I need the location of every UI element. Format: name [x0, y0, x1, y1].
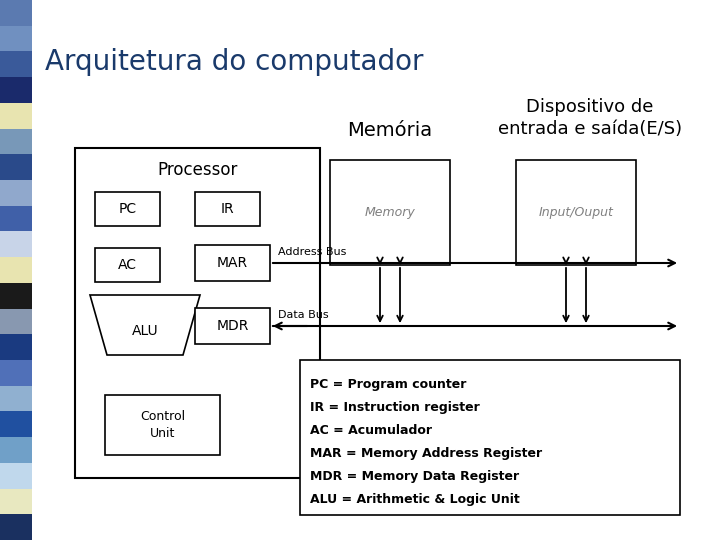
Bar	[0, 437, 32, 463]
Text: PC: PC	[118, 202, 137, 216]
Text: Control
Unit: Control Unit	[140, 410, 185, 440]
Bar	[0, 103, 32, 129]
Bar	[0, 514, 32, 540]
Text: MAR = Memory Address Register: MAR = Memory Address Register	[310, 447, 542, 460]
Bar	[300, 360, 680, 515]
Bar	[330, 160, 450, 265]
Bar	[95, 192, 160, 226]
Bar	[0, 232, 32, 257]
Bar	[0, 489, 32, 514]
Text: Processor: Processor	[157, 161, 238, 179]
Text: ALU = Arithmetic & Logic Unit: ALU = Arithmetic & Logic Unit	[310, 493, 520, 506]
Bar	[0, 0, 32, 26]
Bar	[0, 360, 32, 386]
Bar	[195, 192, 260, 226]
Bar	[105, 395, 220, 455]
Bar	[0, 26, 32, 51]
Text: MDR: MDR	[216, 319, 248, 333]
Text: MAR: MAR	[217, 256, 248, 270]
Bar	[0, 463, 32, 489]
Bar	[75, 148, 320, 478]
Text: PC = Program counter: PC = Program counter	[310, 378, 467, 391]
Text: AC: AC	[118, 258, 137, 272]
Text: Dispositivo de
entrada e saída(E/S): Dispositivo de entrada e saída(E/S)	[498, 98, 682, 138]
Text: AC = Acumulador: AC = Acumulador	[310, 424, 432, 437]
Text: IR = Instruction register: IR = Instruction register	[310, 401, 480, 414]
Bar	[0, 334, 32, 360]
Bar	[0, 180, 32, 206]
Bar	[0, 154, 32, 180]
Bar	[195, 245, 270, 281]
Text: Input/Ouput: Input/Ouput	[539, 206, 613, 219]
Text: ALU: ALU	[132, 324, 158, 338]
Bar	[0, 283, 32, 308]
Polygon shape	[90, 295, 200, 355]
Bar	[0, 129, 32, 154]
Bar	[516, 160, 636, 265]
Bar	[0, 411, 32, 437]
Bar	[0, 257, 32, 283]
Bar	[0, 308, 32, 334]
Text: Data Bus: Data Bus	[278, 310, 328, 320]
Bar	[195, 308, 270, 344]
Bar	[0, 77, 32, 103]
Text: MDR = Memory Data Register: MDR = Memory Data Register	[310, 470, 519, 483]
Bar	[95, 248, 160, 282]
Bar	[0, 386, 32, 411]
Text: Arquitetura do computador: Arquitetura do computador	[45, 48, 423, 76]
Text: Memória: Memória	[348, 120, 433, 139]
Bar	[0, 51, 32, 77]
Text: Memory: Memory	[364, 206, 415, 219]
Bar	[0, 206, 32, 232]
Text: Address Bus: Address Bus	[278, 247, 346, 257]
Text: IR: IR	[221, 202, 234, 216]
